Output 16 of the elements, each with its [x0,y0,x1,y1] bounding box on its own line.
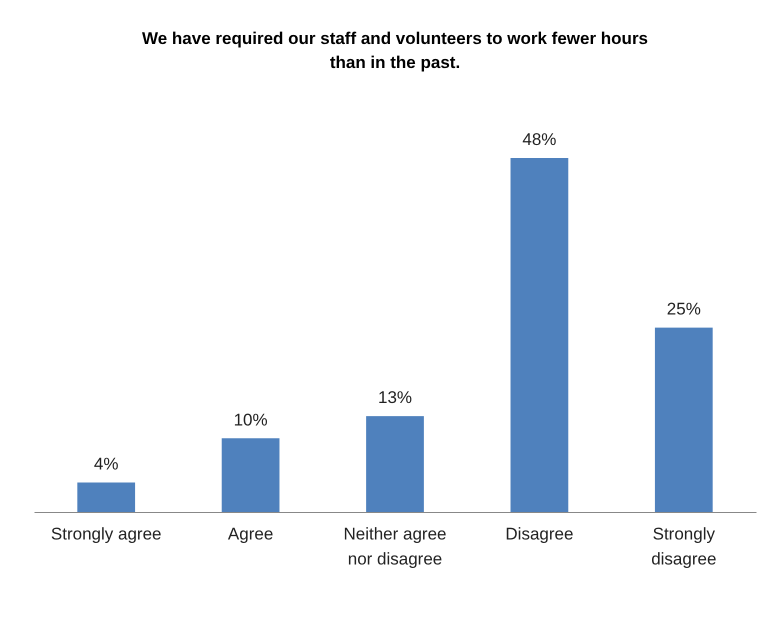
x-tick-label: Strongly agree [50,524,162,544]
x-tick-label: Disagree [505,524,574,544]
x-tick-label: Neither agree nor disagree [343,524,447,568]
data-label: 13% [378,388,412,408]
x-tick-label: Strongly disagree [651,524,716,568]
data-label: 4% [94,454,118,474]
chart-title: We have required our staff and volunteers to work fewer hours than in the past. [142,29,648,72]
bar [222,438,280,512]
bar [77,482,136,512]
data-label: 25% [666,300,701,319]
bar [654,328,713,512]
data-label: 48% [522,130,556,150]
x-tick-label: Agree [228,524,274,544]
bar [366,416,424,512]
bar [510,158,568,512]
data-label: 10% [234,410,268,430]
